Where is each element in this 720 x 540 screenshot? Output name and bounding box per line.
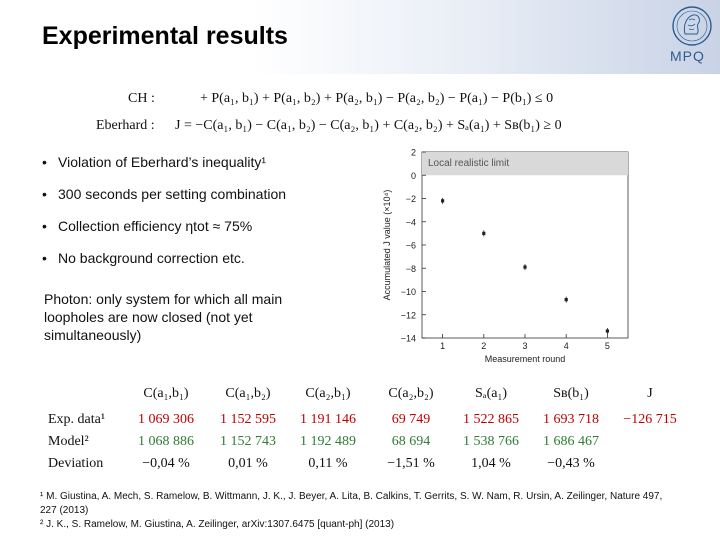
table-cell: 1 693 718 (543, 412, 599, 427)
table-cell: 1 152 743 (220, 434, 276, 449)
reference-1: ¹ M. Giustina, A. Mech, S. Ramelow, B. W… (40, 491, 663, 516)
table-cell: 1 538 766 (463, 434, 519, 449)
x-tick-label: 4 (564, 341, 569, 351)
table-cell: 1 686 467 (543, 434, 599, 449)
table-cell: −0,43 % (547, 456, 595, 471)
table-header-cell: C(a₂,b₂) (388, 386, 434, 401)
references: ¹ M. Giustina, A. Mech, S. Ramelow, B. W… (40, 490, 680, 532)
table-cell: 1 522 865 (463, 412, 519, 427)
bullet-dot: • (42, 218, 47, 234)
table-cell: −0,04 % (142, 456, 190, 471)
slide-title: Experimental results (42, 22, 288, 50)
table-row-label: Model² (48, 434, 89, 449)
bullet-text: 300 seconds per setting combination (58, 186, 287, 202)
bullet-item: • No background correction etc. (42, 250, 245, 266)
data-point (482, 231, 486, 235)
table-header-cell: J (647, 386, 653, 401)
bullet-item: • Violation of Eberhard’s inequality¹ (42, 154, 266, 170)
j-value-chart: Local realistic limit 2 0 −2 −4 −6 −8 −10 −12 −14… (382, 148, 629, 364)
x-tick-label: 5 (605, 341, 610, 351)
ch-inequality-body: + P(a₁, b₁) + P(a₁, b₂) + P(a₂, b₁) − P(… (200, 91, 554, 106)
data-point (564, 298, 568, 302)
table-cell: 69 749 (391, 412, 431, 427)
x-axis-label: Measurement round (485, 354, 566, 364)
logo-label: MPQ (670, 48, 705, 64)
data-point (441, 199, 445, 203)
table-cell: 0,01 % (228, 456, 268, 471)
bullet-dot: • (42, 250, 47, 266)
table-cell: 1,04 % (471, 456, 511, 471)
y-tick-label: −4 (406, 217, 416, 227)
table-cell: 0,11 % (308, 456, 348, 471)
y-tick-label: −14 (401, 334, 416, 344)
photon-note: Photon: only system for which all main l… (44, 291, 283, 343)
table-cell: 1 068 886 (138, 434, 194, 449)
bullet-item: • Collection efficiency ηtot ≈ 75% (42, 218, 252, 234)
x-tick-label: 3 (522, 341, 527, 351)
y-tick-label: 2 (411, 148, 416, 158)
table-cell: 68 694 (391, 434, 431, 449)
y-tick-label: −8 (406, 264, 416, 274)
bullet-dot: • (42, 186, 47, 202)
y-tick-label: 0 (411, 171, 416, 181)
eberhard-label: Eberhard : (96, 118, 155, 133)
y-tick-label: −10 (401, 287, 416, 297)
mpq-logo-icon (672, 6, 712, 46)
table-header-cell: C(a₁,b₂) (225, 386, 271, 401)
table-row-label: Exp. data¹ (48, 412, 106, 427)
y-tick-label: −12 (401, 310, 416, 320)
table-cell: 1 191 146 (300, 412, 356, 427)
local-realistic-region (422, 152, 628, 176)
ch-label: CH : (128, 91, 155, 106)
table-row-label: Deviation (48, 456, 104, 471)
eberhard-inequality-body: J = −C(a₁, b₁) − C(a₁, b₂) − C(a₂, b₁) +… (175, 118, 562, 133)
title-bar: Experimental results MPQ (0, 0, 720, 74)
table-cell: −126 715 (623, 412, 677, 427)
table-cell: 1 192 489 (300, 434, 356, 449)
y-axis-label: Accumulated J value (×10⁴) (382, 190, 392, 301)
x-tick-label: 1 (440, 341, 445, 351)
data-point (605, 329, 609, 333)
y-tick-label: −6 (406, 241, 416, 251)
bullet-dot: • (42, 154, 47, 170)
table-header-cell: C(a₁,b₁) (143, 386, 189, 401)
plot-frame (421, 151, 629, 339)
limit-annotation: Local realistic limit (428, 158, 509, 169)
bullet-item: • 300 seconds per setting combination (42, 186, 286, 202)
reference-2: ² J. K., S. Ramelow, M. Giustina, A. Zei… (40, 519, 395, 530)
table-cell: 1 152 595 (220, 412, 276, 427)
data-point (523, 265, 527, 269)
table-cell: −1,51 % (387, 456, 435, 471)
bullet-text: Collection efficiency ηtot ≈ 75% (58, 218, 253, 234)
table-header-cell: Sₐ(a₁) (474, 386, 508, 401)
table-cell: 1 069 306 (138, 412, 194, 427)
bullet-text: No background correction etc. (58, 250, 245, 266)
y-tick-label: −2 (406, 194, 416, 204)
table-header-cell: Sʙ(b₁) (553, 386, 589, 401)
x-tick-label: 2 (481, 341, 486, 351)
bullet-text: Violation of Eberhard’s inequality¹ (58, 154, 267, 170)
table-header-cell: C(a₂,b₁) (305, 386, 351, 401)
